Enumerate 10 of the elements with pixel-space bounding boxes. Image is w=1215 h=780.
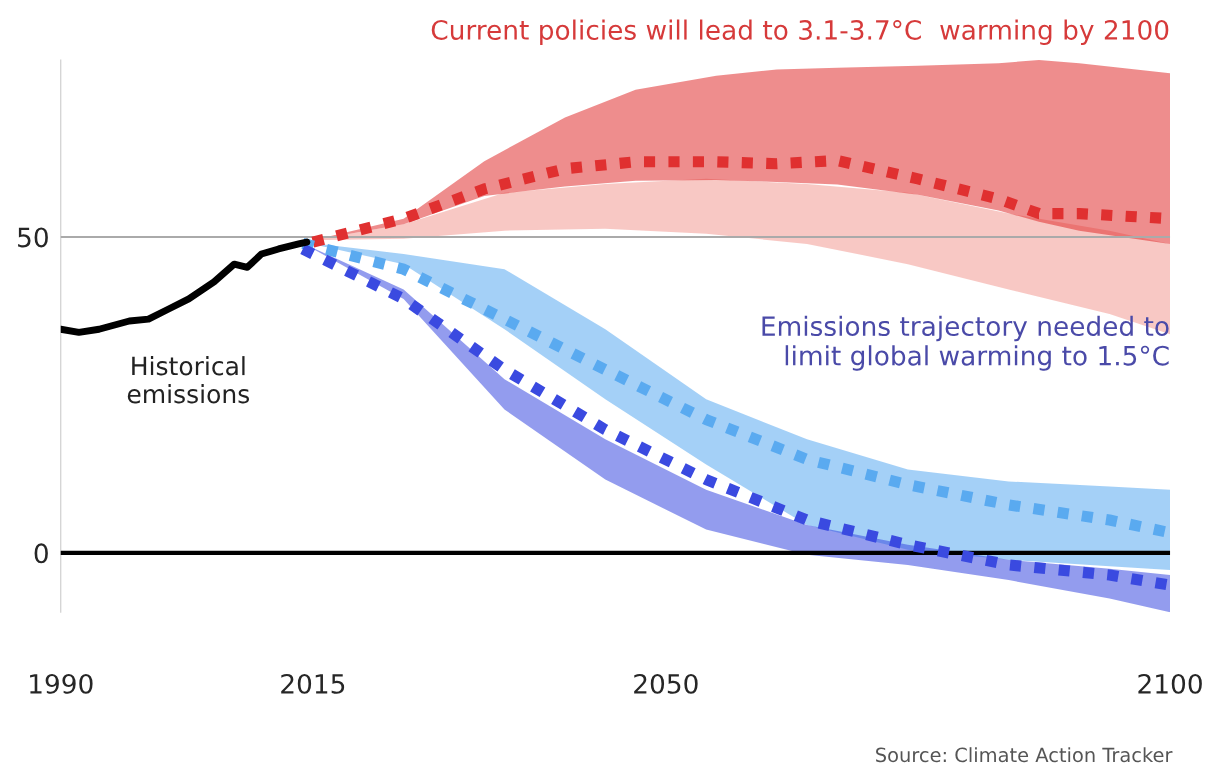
- x-tick-label: 2050: [634, 673, 698, 694]
- annotation: Historical emissions: [127, 356, 250, 404]
- chart-title: Current policies will lead to 3.1-3.7°C warming by 2100: [431, 19, 1169, 46]
- y-tick-label: 50: [18, 227, 48, 248]
- annotation: Emissions trajectory needed to limit global warming to 1.5°C: [762, 315, 1169, 371]
- y-tick-label: 0: [34, 543, 48, 564]
- x-tick-label: 1990: [30, 673, 93, 694]
- x-tick-label: 2100: [1138, 673, 1202, 694]
- x-tick-label: 2015: [281, 673, 345, 694]
- source-note: Source: Climate Action Tracker: [876, 747, 1173, 763]
